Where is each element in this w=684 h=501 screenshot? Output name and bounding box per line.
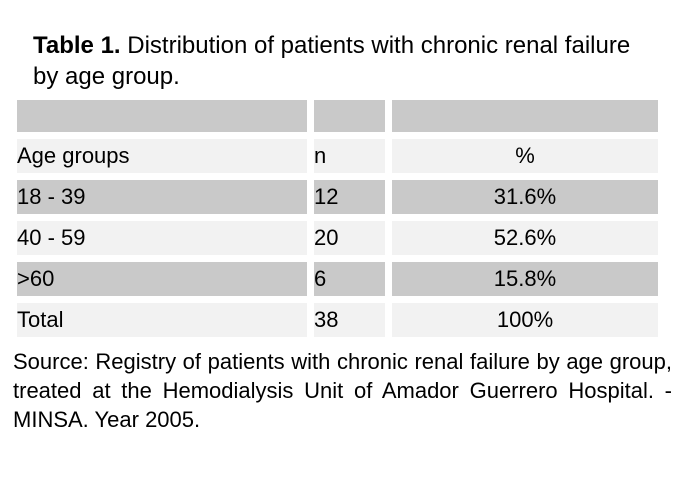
table-caption-text: Distribution of patients with chronic re… <box>33 32 631 90</box>
cell-n: 6 <box>314 262 385 296</box>
cell-age-group: >60 <box>17 262 307 296</box>
cell-total-label: Total <box>17 303 307 337</box>
header-n: n <box>314 139 385 173</box>
table-total-row: Total 38 100% <box>17 303 658 337</box>
table-row: 40 - 59 20 52.6% <box>17 221 658 255</box>
top-band-cell <box>392 100 658 132</box>
header-age-groups: Age groups <box>17 139 307 173</box>
source-note: Source: Registry of patients with chroni… <box>13 349 672 432</box>
page: Table 1. Distribution of patients with c… <box>0 30 684 501</box>
table-caption: Table 1. Distribution of patients with c… <box>33 30 658 92</box>
cell-percent: 52.6% <box>392 221 658 255</box>
cell-n: 12 <box>314 180 385 214</box>
cell-age-group: 18 - 39 <box>17 180 307 214</box>
cell-total-n: 38 <box>314 303 385 337</box>
cell-n: 20 <box>314 221 385 255</box>
top-band-cell <box>314 100 385 132</box>
top-band-cell <box>17 100 307 132</box>
table-row: >60 6 15.8% <box>17 262 658 296</box>
header-percent: % <box>392 139 658 173</box>
cell-percent: 31.6% <box>392 180 658 214</box>
cell-total-percent: 100% <box>392 303 658 337</box>
table-row: 18 - 39 12 31.6% <box>17 180 658 214</box>
cell-percent: 15.8% <box>392 262 658 296</box>
patients-table: Age groups n % 18 - 39 12 31.6% 40 - 59 … <box>10 93 665 344</box>
table-header-row: Age groups n % <box>17 139 658 173</box>
table-caption-label: Table 1. <box>33 32 121 59</box>
cell-age-group: 40 - 59 <box>17 221 307 255</box>
table-top-band-row <box>17 100 658 132</box>
